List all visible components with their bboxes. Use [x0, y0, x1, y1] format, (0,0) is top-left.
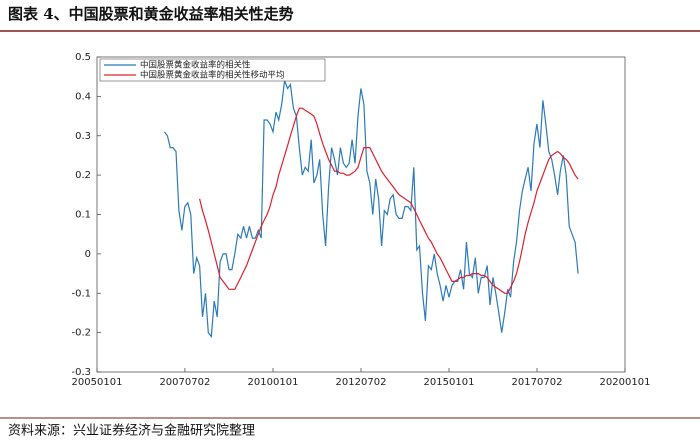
x-tick-label: 20170702 — [512, 377, 563, 388]
y-tick-label: -0.1 — [71, 288, 91, 299]
x-tick-label: 20070702 — [159, 377, 210, 388]
y-tick-label: -0.2 — [71, 328, 91, 339]
x-tick-label: 20050101 — [72, 377, 123, 388]
y-tick-label: 0.3 — [75, 131, 91, 142]
legend-label: 中国股票黄金收益率的相关性 — [140, 60, 251, 71]
series-line — [199, 107, 579, 294]
source-note: 资料来源：兴业证券经济与金融研究院整理 — [8, 423, 255, 439]
y-tick-label: 0.2 — [75, 170, 91, 181]
x-tick-label: 20100101 — [248, 377, 299, 388]
y-tick-label: 0.5 — [75, 52, 91, 63]
legend-box — [99, 58, 326, 82]
y-tick-label: 0.4 — [75, 91, 91, 102]
chart-title: 图表 4、中国股票和黄金收益率相关性走势 — [8, 5, 294, 23]
x-tick-label: 20200101 — [600, 377, 651, 388]
x-tick-label: 20150101 — [424, 377, 475, 388]
y-tick-label: 0 — [85, 249, 91, 260]
y-tick-label: 0.1 — [75, 210, 91, 221]
x-tick-label: 20120702 — [336, 377, 387, 388]
y-tick-label: -0.3 — [71, 367, 91, 378]
plot-frame — [96, 56, 626, 373]
legend-label: 中国股票黄金收益率的相关性移动平均 — [140, 70, 285, 81]
series-line — [163, 80, 579, 339]
